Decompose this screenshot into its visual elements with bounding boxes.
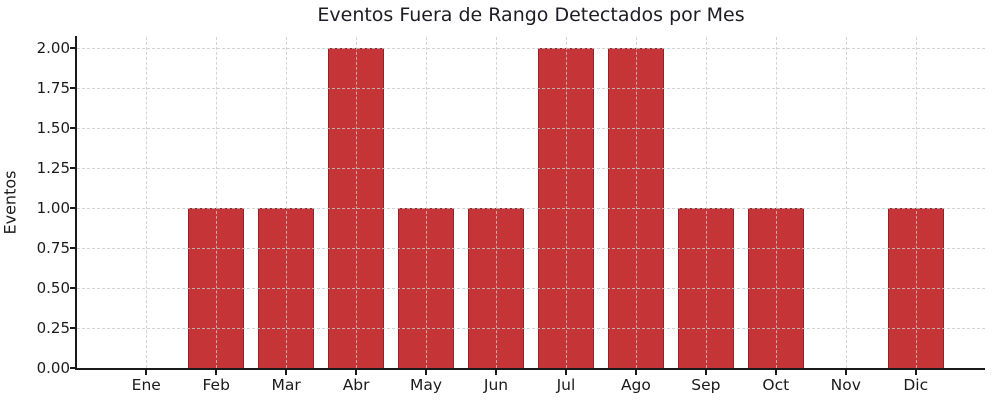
gridline-v xyxy=(565,37,567,368)
gridline-h xyxy=(77,88,985,90)
gridline-v xyxy=(775,37,777,368)
x-tick-label: Oct xyxy=(762,376,790,394)
x-tick-mark xyxy=(565,368,567,375)
gridline-h xyxy=(77,128,985,130)
y-tick-mark xyxy=(70,247,76,249)
x-tick-label: Ago xyxy=(620,376,651,394)
gridline-h xyxy=(77,208,985,210)
y-tick-mark xyxy=(70,207,76,209)
gridline-h xyxy=(77,168,985,170)
y-tick-mark xyxy=(70,167,76,169)
gridline-h xyxy=(77,328,985,330)
gridline-h xyxy=(77,248,985,250)
x-tick-label: Dic xyxy=(903,376,929,394)
y-tick-label: 1.00 xyxy=(36,199,70,218)
x-axis-spine xyxy=(75,368,985,370)
x-tick-label: Sep xyxy=(691,376,721,394)
y-axis-spine xyxy=(75,36,78,370)
plot-area xyxy=(77,37,985,368)
gridline-v xyxy=(216,37,218,368)
gridline-v xyxy=(496,37,498,368)
x-tick-mark xyxy=(495,368,497,375)
y-tick-label: 0.25 xyxy=(36,319,70,338)
y-tick-label: 1.50 xyxy=(36,119,70,138)
x-tick-label: May xyxy=(410,376,443,394)
y-tick-mark xyxy=(70,287,76,289)
y-tick-mark xyxy=(70,127,76,129)
y-tick-label: 1.75 xyxy=(36,79,70,98)
x-tick-mark xyxy=(425,368,427,375)
gridline-v xyxy=(705,37,707,368)
y-tick-label: 1.25 xyxy=(36,159,70,178)
y-tick-mark xyxy=(70,327,76,329)
x-tick-mark xyxy=(844,368,847,375)
y-tick-label: 0.75 xyxy=(36,239,70,258)
x-tick-mark xyxy=(145,368,148,375)
gridline-v xyxy=(286,37,288,368)
gridline-h xyxy=(77,288,985,290)
y-tick-mark xyxy=(70,87,76,89)
gridline-v xyxy=(146,37,148,368)
x-tick-mark xyxy=(635,368,637,375)
x-tick-label: Ene xyxy=(131,376,161,394)
x-tick-label: Jun xyxy=(483,376,509,394)
x-tick-mark xyxy=(705,368,707,375)
x-tick-label: Abr xyxy=(342,376,370,394)
gridline-v xyxy=(356,37,358,368)
x-tick-label: Mar xyxy=(271,376,301,394)
gridline-v xyxy=(426,37,428,368)
gridline-v xyxy=(635,37,637,368)
y-tick-mark xyxy=(70,47,76,49)
y-tick-label: 0.50 xyxy=(36,279,70,298)
x-tick-mark xyxy=(355,368,357,375)
y-tick-label: 2.00 xyxy=(36,39,70,58)
chart-title: Eventos Fuera de Rango Detectados por Me… xyxy=(317,4,745,26)
gridline-v xyxy=(915,37,917,368)
x-tick-mark xyxy=(775,368,777,375)
y-tick-label: 0.00 xyxy=(36,359,70,377)
x-tick-mark xyxy=(914,368,917,375)
x-tick-mark xyxy=(215,368,217,375)
x-tick-label: Feb xyxy=(202,376,230,394)
gridline-h xyxy=(77,48,985,50)
x-tick-label: Jul xyxy=(556,376,576,394)
x-tick-label: Nov xyxy=(830,376,861,394)
gridline-v xyxy=(845,37,847,368)
x-tick-mark xyxy=(285,368,287,375)
y-tick-mark xyxy=(70,367,76,369)
